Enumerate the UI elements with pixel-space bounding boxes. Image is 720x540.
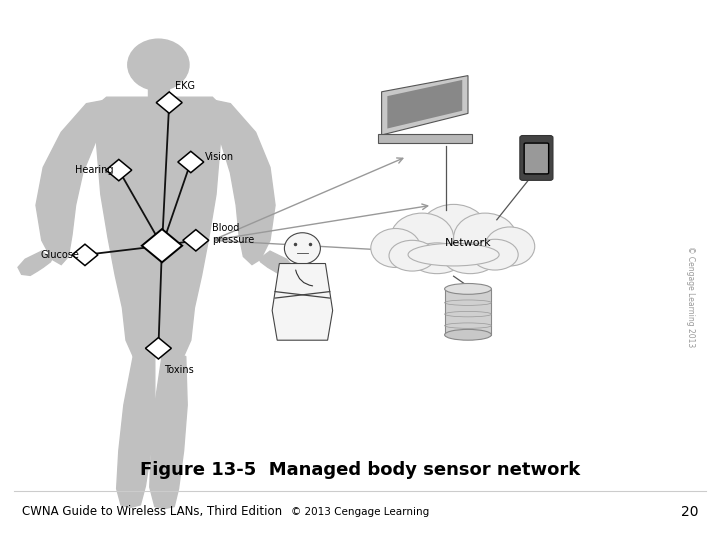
Polygon shape xyxy=(272,264,333,340)
Text: Network: Network xyxy=(445,238,491,248)
Ellipse shape xyxy=(408,244,499,266)
Polygon shape xyxy=(178,151,204,173)
Polygon shape xyxy=(382,76,468,135)
Ellipse shape xyxy=(389,240,436,271)
Polygon shape xyxy=(387,80,462,129)
Ellipse shape xyxy=(444,243,497,274)
Polygon shape xyxy=(36,100,112,265)
Text: EKG: EKG xyxy=(175,82,195,91)
FancyBboxPatch shape xyxy=(520,136,553,180)
Polygon shape xyxy=(445,289,491,335)
Text: Glucose: Glucose xyxy=(40,250,79,260)
Polygon shape xyxy=(259,251,294,275)
Text: Figure 13-5  Managed body sensor network: Figure 13-5 Managed body sensor network xyxy=(140,461,580,479)
Polygon shape xyxy=(207,100,275,265)
Text: © Cengage Learning 2013: © Cengage Learning 2013 xyxy=(685,246,695,348)
Ellipse shape xyxy=(128,39,189,91)
Ellipse shape xyxy=(419,204,488,261)
Polygon shape xyxy=(183,230,209,251)
Ellipse shape xyxy=(284,233,320,264)
Ellipse shape xyxy=(454,213,516,262)
Polygon shape xyxy=(148,89,169,98)
Ellipse shape xyxy=(485,227,535,266)
Ellipse shape xyxy=(445,329,491,340)
Text: CWNA Guide to Wireless LANs, Third Edition: CWNA Guide to Wireless LANs, Third Editi… xyxy=(22,505,282,518)
Ellipse shape xyxy=(445,284,491,294)
Polygon shape xyxy=(150,356,187,509)
Polygon shape xyxy=(142,229,182,262)
Polygon shape xyxy=(145,338,171,359)
Polygon shape xyxy=(117,356,155,508)
Text: 20: 20 xyxy=(681,505,698,519)
Polygon shape xyxy=(18,251,52,275)
Polygon shape xyxy=(106,159,132,181)
Text: Toxins: Toxins xyxy=(164,365,194,375)
Ellipse shape xyxy=(410,243,464,274)
FancyBboxPatch shape xyxy=(524,143,549,174)
Text: Vision: Vision xyxy=(205,152,234,161)
Polygon shape xyxy=(378,134,472,143)
Text: Blood
pressure: Blood pressure xyxy=(212,223,254,245)
Text: Hearing: Hearing xyxy=(75,165,113,175)
Polygon shape xyxy=(72,244,98,266)
Text: © 2013 Cengage Learning: © 2013 Cengage Learning xyxy=(291,507,429,517)
Polygon shape xyxy=(94,97,223,356)
Polygon shape xyxy=(156,92,182,113)
Ellipse shape xyxy=(371,228,420,267)
Ellipse shape xyxy=(391,213,454,262)
Ellipse shape xyxy=(472,239,518,270)
